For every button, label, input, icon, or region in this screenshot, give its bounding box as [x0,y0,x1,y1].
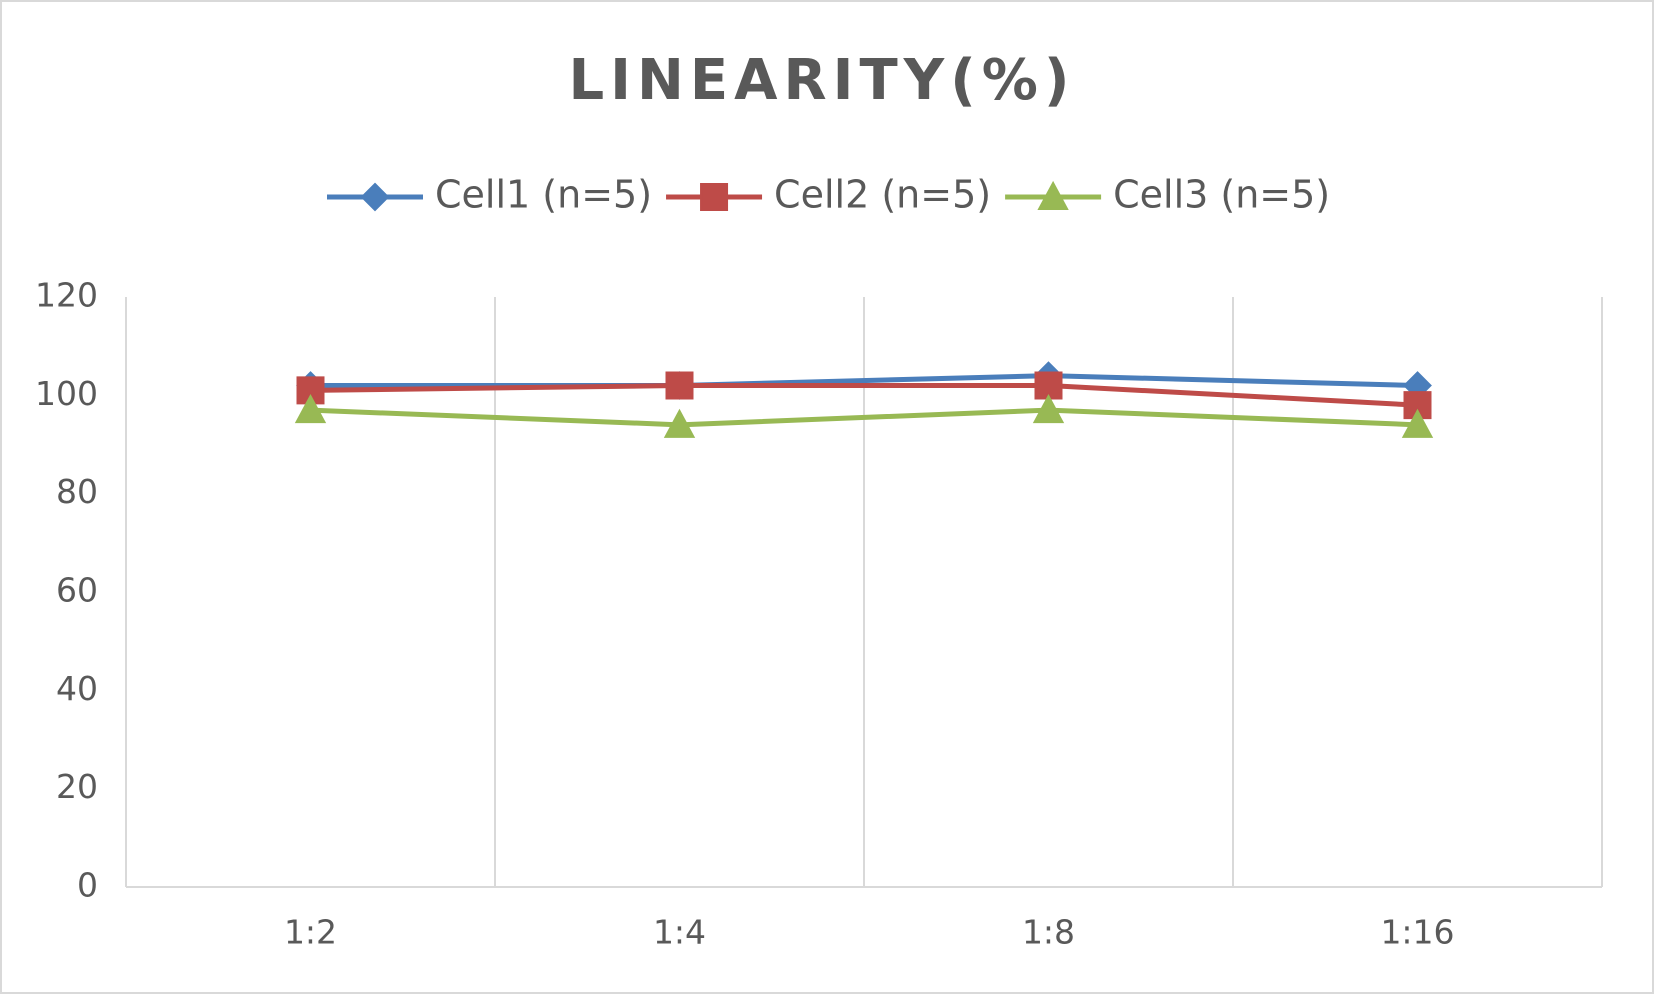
x-tick-label: 1:2 [284,913,337,952]
series-line [310,383,1418,408]
legend-marker [700,183,729,211]
data-point [1034,371,1063,400]
y-tick-label: 60 [56,571,98,610]
series-line [310,407,1418,428]
legend-label: Cell2 (n=5) [774,173,991,217]
y-tick-label: 80 [56,472,98,511]
data-point [1032,393,1065,424]
legend-label: Cell3 (n=5) [1113,173,1330,217]
legend-marker [360,182,390,212]
legend-marker [1037,180,1069,210]
x-tick-label: 1:16 [1380,913,1454,952]
y-tick-label: 40 [56,669,98,708]
data-point [294,393,327,424]
y-tick-label: 0 [77,866,98,905]
data-point [1403,391,1432,420]
y-tick-label: 20 [56,767,98,806]
legend-label: Cell1 (n=5) [435,173,652,217]
chart-title: LINEARITY(%) [569,48,1076,113]
data-point [665,371,694,400]
x-tick-label: 1:8 [1022,913,1075,952]
data-point [296,376,325,405]
x-tick-label: 1:4 [653,913,706,952]
data-point [1401,408,1434,438]
data-point [663,408,696,438]
y-tick-label: 100 [35,374,98,413]
y-tick-label: 120 [35,276,98,315]
